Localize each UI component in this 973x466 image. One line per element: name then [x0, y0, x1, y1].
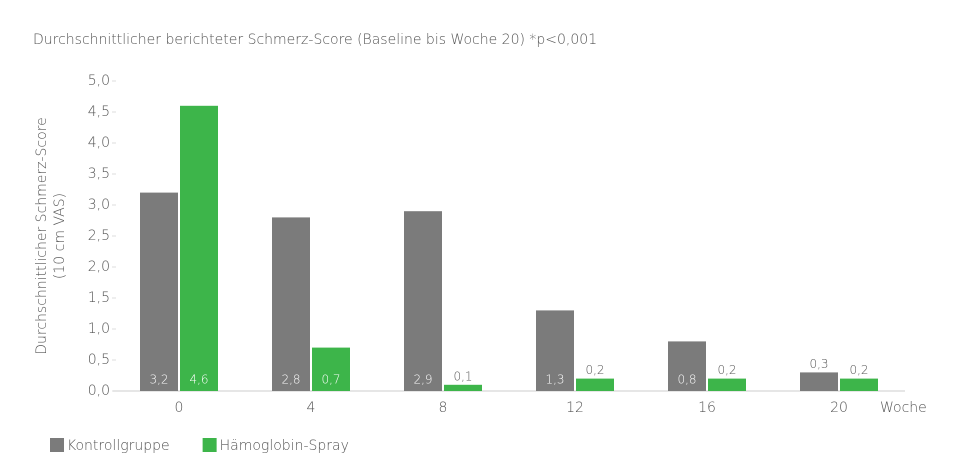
- value-label: 0,8: [677, 373, 696, 387]
- value-label: 2,9: [413, 373, 432, 387]
- y-tick-label: 0,0: [88, 383, 110, 399]
- y-tick-label: 3,0: [88, 197, 110, 213]
- legend-label: Kontrollgruppe: [67, 438, 170, 454]
- bar: [536, 310, 574, 391]
- bar: [668, 341, 706, 391]
- bar: [444, 384, 482, 391]
- legend-label: Hämoglobin-Spray: [220, 438, 349, 454]
- x-tick-label: 4: [307, 400, 316, 416]
- chart-title: Durchschnittlicher berichteter Schmerz-S…: [33, 32, 597, 48]
- y-tick-label: 4,0: [88, 135, 110, 151]
- bar: [140, 192, 178, 391]
- bar: [272, 217, 310, 391]
- y-tick-label: 1,0: [88, 321, 110, 337]
- bar: [800, 372, 838, 391]
- legend-swatch: [202, 438, 217, 452]
- value-label: 0,1: [453, 369, 472, 383]
- y-tick-label: 0,5: [88, 352, 110, 368]
- bar: [404, 211, 442, 391]
- y-axis-label: (10 cm VAS): [52, 193, 68, 279]
- y-tick-label: 2,0: [88, 259, 110, 275]
- x-tick-label: 20: [830, 400, 848, 416]
- bar: [180, 105, 218, 392]
- y-axis-label: Durchschnittlicher Schmerz-Score: [34, 117, 50, 355]
- y-tick-label: 4,5: [88, 104, 110, 120]
- x-tick-label: 16: [698, 400, 716, 416]
- bar: [840, 378, 878, 391]
- y-tick-label: 5,0: [88, 73, 110, 89]
- x-tick-label: 0: [175, 400, 184, 416]
- legend-swatch: [50, 438, 64, 452]
- x-axis-label: Woche: [880, 400, 927, 416]
- value-label: 0,2: [585, 363, 604, 377]
- bar: [312, 347, 350, 391]
- y-tick-label: 1,5: [88, 290, 110, 306]
- value-label: 0,2: [849, 363, 868, 377]
- x-tick-label: 12: [566, 400, 584, 416]
- bar: [576, 378, 614, 391]
- value-label: 1,3: [545, 373, 564, 387]
- value-label: 4,6: [189, 373, 208, 387]
- value-label: 0,3: [809, 357, 828, 371]
- value-label: 0,7: [321, 373, 340, 387]
- y-tick-label: 2,5: [88, 228, 110, 244]
- value-label: 2,8: [281, 373, 300, 387]
- x-tick-label: 8: [439, 400, 448, 416]
- value-label: 0,2: [717, 363, 736, 377]
- y-tick-label: 3,5: [88, 166, 110, 182]
- value-label: 3,2: [149, 373, 168, 387]
- bar: [708, 378, 746, 391]
